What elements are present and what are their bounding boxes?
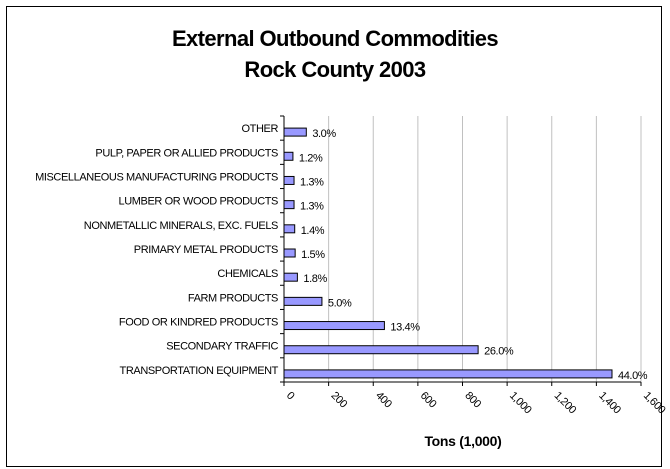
- bar: [283, 345, 479, 355]
- chart-subtitle: Rock County 2003: [244, 57, 426, 82]
- x-tick-label: 1,600: [641, 390, 668, 417]
- x-tick-label: 0: [284, 390, 297, 403]
- x-axis-title: Tons (1,000): [424, 433, 502, 449]
- data-label: 1.5%: [301, 249, 325, 261]
- category-label: CHEMICALS: [217, 268, 278, 280]
- bar: [283, 248, 296, 258]
- x-tick-label: 1,400: [596, 390, 623, 417]
- x-tick-label: 600: [418, 390, 439, 411]
- category-label: FARM PRODUCTS: [188, 292, 278, 304]
- chart-title: External Outbound Commodities: [171, 26, 499, 51]
- category-label: LUMBER OR WOOD PRODUCTS: [119, 196, 279, 208]
- data-label: 1.3%: [300, 201, 324, 213]
- data-label: 26.0%: [484, 346, 514, 358]
- category-label: SECONDARY TRAFFIC: [166, 341, 278, 353]
- category-label: TRANSPORTATION EQUIPMENT: [120, 365, 279, 377]
- category-label: OTHER: [241, 123, 278, 135]
- chart-frame: [6, 6, 662, 467]
- bar: [283, 175, 295, 185]
- bar: [283, 272, 298, 282]
- bar: [283, 151, 294, 161]
- data-label: 1.3%: [300, 176, 324, 188]
- data-label: 13.4%: [390, 322, 420, 334]
- data-label: 44.0%: [618, 370, 648, 382]
- bar: [283, 296, 323, 306]
- data-label: 5.0%: [328, 297, 352, 309]
- x-tick-label: 200: [329, 390, 350, 411]
- category-label: FOOD OR KINDRED PRODUCTS: [119, 317, 278, 329]
- x-tick-label: 400: [373, 390, 394, 411]
- bar: [283, 127, 307, 137]
- x-tick-label: 800: [462, 390, 483, 411]
- data-label: 1.4%: [301, 225, 325, 237]
- data-label: 3.0%: [312, 128, 336, 140]
- data-label: 1.2%: [299, 152, 323, 164]
- category-label: PULP, PAPER OR ALLIED PRODUCTS: [95, 147, 278, 159]
- bar: [283, 200, 295, 210]
- bar: [283, 369, 613, 379]
- category-label: PRIMARY METAL PRODUCTS: [134, 244, 278, 256]
- bar: [283, 224, 296, 234]
- x-tick-label: 1,200: [552, 390, 579, 417]
- data-label: 1.8%: [303, 273, 327, 285]
- category-label: MISCELLANEOUS MANUFACTURING PRODUCTS: [35, 171, 278, 183]
- category-label: NONMETALLIC MINERALS, EXC. FUELS: [84, 220, 278, 232]
- x-tick-label: 1,000: [507, 390, 534, 417]
- bar: [283, 321, 385, 331]
